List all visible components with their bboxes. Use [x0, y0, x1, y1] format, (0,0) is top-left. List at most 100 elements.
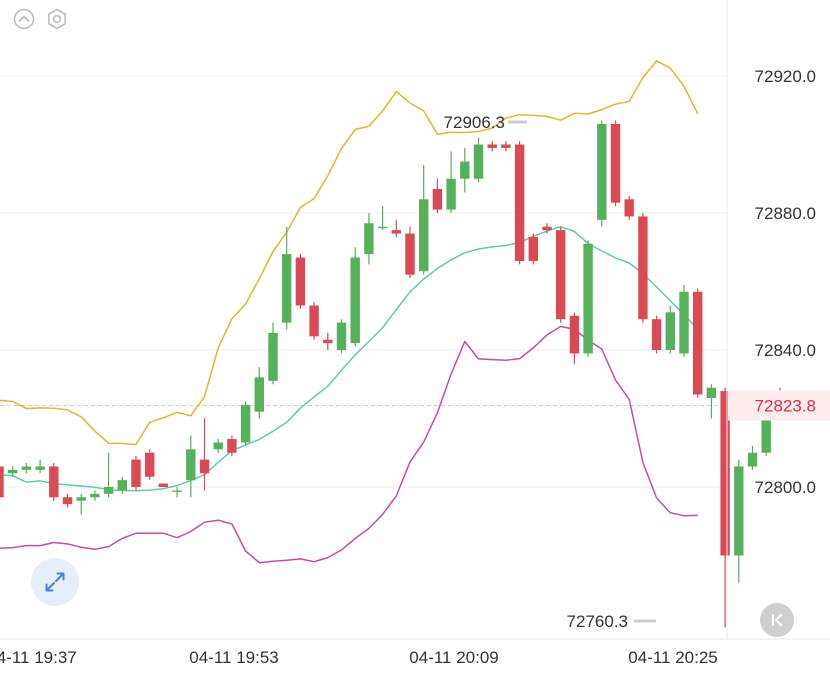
candle-body	[0, 466, 4, 498]
candle	[103, 452, 114, 498]
reset-to-latest-button[interactable]	[760, 603, 794, 637]
candle	[405, 226, 415, 279]
expand-button[interactable]	[31, 558, 79, 606]
candle	[295, 254, 306, 309]
series-line-lower	[0, 325, 698, 564]
candle-body	[734, 466, 744, 556]
candle	[432, 178, 443, 213]
candle-body	[556, 230, 566, 320]
candle	[679, 284, 689, 357]
candle-body	[76, 497, 86, 501]
candle-body	[377, 226, 388, 229]
candle	[446, 151, 456, 213]
label-layer: 72920.0 72880.0 72840.0 72800.0 04-11 19:37 0…	[0, 67, 830, 667]
candle	[419, 165, 429, 275]
candle	[213, 439, 223, 453]
candle-body	[542, 226, 552, 231]
candle-body	[665, 312, 675, 350]
candle-body	[323, 339, 333, 344]
y-tick-label: 72880.0	[755, 204, 816, 223]
candle-body	[638, 216, 648, 320]
candle-body	[131, 459, 141, 487]
candle	[597, 120, 607, 227]
candle	[35, 459, 45, 474]
candle	[487, 141, 497, 152]
candle-body	[35, 466, 45, 470]
candle-body	[610, 123, 621, 203]
candle	[8, 466, 18, 477]
candle	[240, 401, 251, 446]
candle	[693, 288, 703, 398]
candle-body	[706, 387, 717, 398]
candle-body	[268, 332, 278, 381]
candle	[665, 305, 675, 354]
candle-body	[254, 377, 264, 412]
candle-body	[501, 144, 511, 148]
candle	[473, 137, 484, 183]
candle	[186, 435, 196, 498]
candle	[734, 459, 744, 583]
candle-body	[90, 493, 100, 498]
y-tick-label: 72840.0	[755, 341, 816, 360]
candle-body	[432, 189, 443, 210]
candle-body	[199, 459, 210, 474]
candle	[391, 219, 401, 237]
candle	[364, 213, 374, 265]
collapse-icon[interactable]	[13, 8, 35, 30]
last-price-label: 72823.8	[755, 396, 816, 415]
candle-body	[747, 452, 758, 467]
candle	[158, 483, 169, 487]
candle	[460, 147, 470, 193]
candle-body	[8, 469, 18, 474]
candle	[145, 449, 155, 481]
last-price-tag	[728, 390, 830, 421]
candle-body	[172, 490, 182, 492]
candle-body	[446, 178, 456, 210]
candle-body	[391, 230, 401, 234]
settings-icon[interactable]	[46, 8, 68, 30]
x-tick-label: 04-11 20:25	[628, 648, 717, 667]
candle-body	[213, 442, 223, 450]
candle-body	[309, 305, 319, 337]
candle	[62, 493, 73, 508]
candle	[556, 226, 566, 323]
candle-body	[186, 449, 196, 481]
candle	[90, 490, 100, 501]
candle-body	[597, 123, 607, 220]
low-marker-label: 72760.3	[567, 612, 628, 631]
y-tick-label: 72920.0	[755, 67, 816, 86]
candle	[350, 247, 360, 347]
candle-body	[49, 466, 59, 498]
candle	[720, 387, 730, 628]
x-tick-label: 04-11 20:09	[409, 648, 498, 667]
candle-body	[227, 439, 237, 453]
candle	[501, 141, 511, 152]
candle-body	[487, 144, 497, 148]
candle-body	[569, 315, 580, 354]
candle-body	[720, 391, 730, 556]
candle-body	[336, 322, 347, 350]
candle-body	[117, 480, 127, 491]
candle-layer	[0, 120, 785, 628]
candle	[309, 302, 319, 340]
candle-body	[528, 236, 538, 261]
y-tick-label: 72800.0	[755, 478, 816, 497]
candle	[49, 463, 59, 501]
candle-body	[624, 199, 634, 217]
series-line-middle	[0, 225, 699, 492]
high-marker-label: 72906.3	[444, 113, 505, 132]
skip-to-end-icon	[772, 614, 782, 626]
candle-body	[514, 144, 525, 261]
series-line-upper	[0, 60, 699, 446]
candle-body	[282, 254, 292, 323]
candle	[747, 445, 758, 470]
candle-body	[460, 161, 470, 179]
candle	[336, 319, 347, 354]
expand-icon	[45, 572, 65, 592]
candle	[542, 223, 552, 234]
candle	[254, 367, 264, 419]
candle-body	[473, 144, 484, 179]
candle-body	[761, 408, 771, 453]
